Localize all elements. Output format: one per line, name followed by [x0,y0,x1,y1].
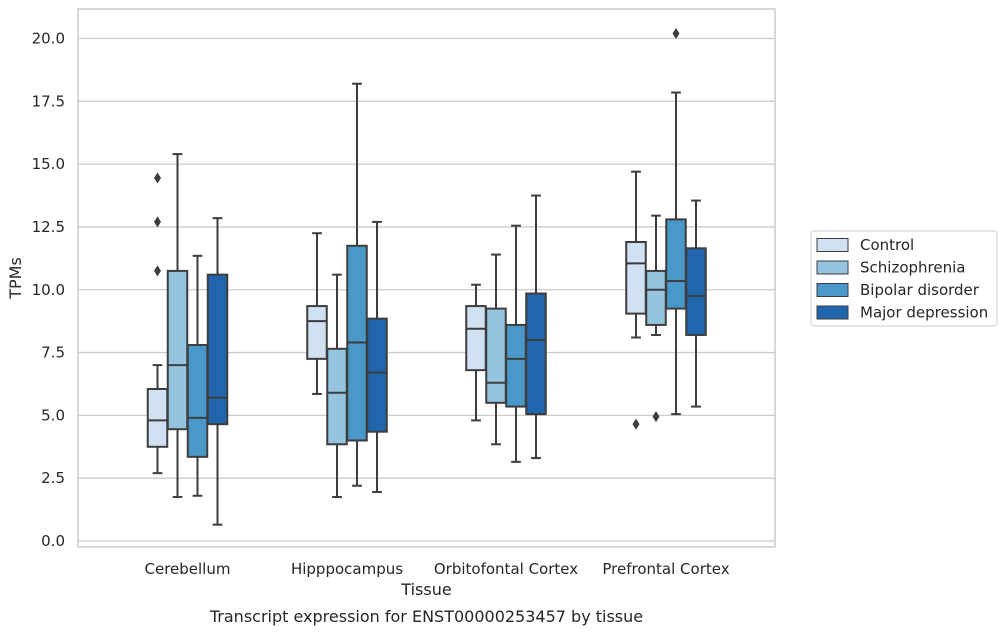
box-series [146,27,707,526]
legend-swatch [816,260,849,275]
series-major-depression [206,194,707,526]
y-tick-label: 12.5 [32,218,65,236]
box [665,218,687,310]
x-tick-labels: Cerebellum Hipppocampus Orbitofontal Corte… [145,560,730,578]
box [326,347,348,446]
x-tick-label: Prefrontal Cortex [602,560,729,578]
outlier-point [154,265,161,277]
box [366,317,388,433]
x-axis-label: Tissue [400,580,451,599]
box [485,307,507,404]
y-tick-label: 2.5 [41,469,65,487]
x-tick-label: Cerebellum [145,560,231,578]
box [505,323,527,408]
y-tick-label: 0.0 [41,532,65,550]
box [685,247,707,336]
box [186,344,209,458]
outlier-point [652,411,660,423]
legend-label: Bipolar disorder [860,281,980,299]
x-tick-label: Hipppocampus [291,560,403,578]
series-schizophrenia [166,153,667,499]
legend-label: Major depression [860,304,988,322]
y-tick-label: 10.0 [32,281,65,299]
legend-swatch [816,305,849,320]
plot-frame [77,8,776,548]
y-tick-labels: 0.0 2.5 5.0 7.5 10.0 12.5 15.0 17.5 20.0 [32,30,65,551]
outlier-point [632,418,640,430]
y-tick-label: 5.0 [41,406,65,424]
box [206,273,229,426]
outlier-point [154,172,161,184]
legend-frame [810,230,998,327]
legend-swatch [816,238,849,252]
y-tick-label: 15.0 [32,155,65,173]
box [525,292,547,416]
y-tick-label: 20.0 [32,30,65,48]
legend-label: Control [860,236,914,254]
y-tick-label: 17.5 [32,92,65,110]
series-control [146,170,647,475]
box [166,269,189,431]
legend-label: Schizophrenia [860,259,965,277]
box [465,305,487,372]
series-bipolar-disorder [186,27,687,497]
legend: Control Schizophrenia Bipolar disorder Majo… [810,230,998,327]
box [645,269,667,326]
outlier-point [672,27,680,39]
x-tick-label: Orbitofontal Cortex [434,560,578,578]
box [146,387,169,448]
y-tick-label: 7.5 [41,344,65,362]
box [306,305,328,360]
y-axis-label: TPMs [6,257,25,300]
box [625,241,647,315]
outlier-point [154,216,161,228]
chart-caption: Transcript expression for ENST0000025345… [209,607,643,626]
legend-swatch [816,283,849,297]
